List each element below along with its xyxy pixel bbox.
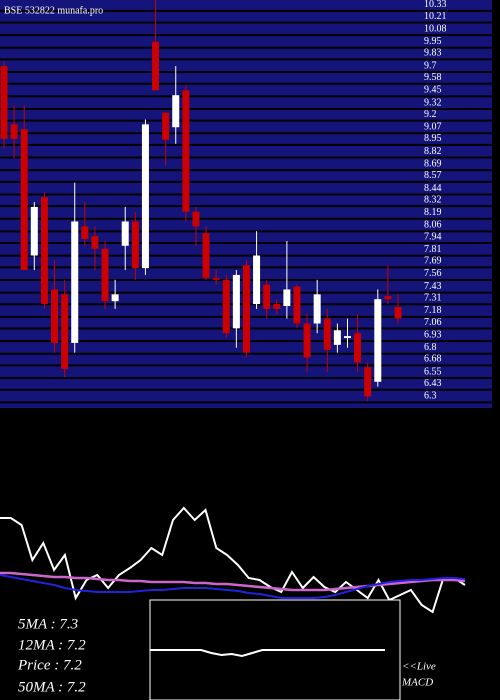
- legend-text: 5MA : 7.3: [18, 616, 78, 632]
- candle-body: [242, 265, 250, 353]
- y-tick-label: 6.55: [424, 366, 442, 377]
- candle-body: [263, 284, 271, 309]
- y-tick-label: 8.32: [424, 194, 442, 205]
- series-line: [0, 571, 466, 592]
- y-tick-label: 8.06: [424, 220, 442, 231]
- candles: [0, 0, 402, 402]
- y-tick-label: 10.21: [424, 11, 447, 22]
- candle-body: [141, 124, 149, 269]
- y-tick-label: 7.81: [424, 244, 442, 255]
- candle-body: [212, 277, 220, 280]
- y-tick-label: 9.58: [424, 72, 442, 83]
- y-tick-label: 8.82: [424, 146, 442, 157]
- candle-body: [394, 306, 402, 319]
- y-tick-label: 9.7: [424, 60, 437, 71]
- y-tick-label: 6.8: [424, 342, 437, 353]
- y-tick-label: 10.33: [424, 0, 447, 10]
- candle-body: [121, 221, 129, 246]
- candle-body: [374, 299, 382, 382]
- y-tick-label: 8.19: [424, 207, 442, 218]
- candle-body: [0, 66, 8, 139]
- candle-body: [273, 304, 281, 309]
- y-tick-label: 7.43: [424, 281, 442, 292]
- legend-text: 12MA : 7.2: [18, 637, 86, 653]
- series-line: [0, 574, 466, 599]
- y-tick-label: 9.95: [424, 36, 442, 47]
- y-tick-label: 9.2: [424, 109, 437, 120]
- candle-body: [182, 90, 190, 212]
- candle-body: [384, 296, 392, 300]
- candle-body: [202, 233, 210, 278]
- y-tick-label: 9.32: [424, 97, 442, 108]
- candle-body: [152, 41, 160, 91]
- candle-body: [20, 129, 28, 271]
- y-tick-label: 8.57: [424, 170, 442, 181]
- candle-body: [61, 294, 69, 370]
- candle-body: [91, 236, 99, 249]
- y-tick-label: 7.56: [424, 268, 442, 279]
- y-tick-label: 9.45: [424, 85, 442, 96]
- y-tick-label: 8.69: [424, 158, 442, 169]
- series-line: [0, 506, 466, 614]
- candle-body: [343, 336, 351, 339]
- candle-body: [333, 330, 341, 345]
- y-tick-label: 7.69: [424, 256, 442, 267]
- chart-title: BSE 532822 munafa.pro: [4, 5, 103, 16]
- candle-body: [232, 274, 240, 329]
- candle-body: [283, 289, 291, 306]
- y-tick-label: 8.44: [424, 183, 442, 194]
- candle-body: [51, 289, 59, 343]
- y-tick-label: 7.94: [424, 231, 442, 242]
- candle-body: [81, 226, 89, 239]
- candle-body: [364, 367, 372, 397]
- macd-title: MACD: [401, 677, 433, 689]
- y-tick-label: 6.3: [424, 391, 437, 402]
- candle-body: [40, 197, 48, 305]
- y-tick-label: 9.07: [424, 122, 442, 133]
- y-tick-label: 7.31: [424, 293, 442, 304]
- series-line: [150, 649, 385, 658]
- y-tick-label: 8.95: [424, 133, 442, 144]
- candle-body: [111, 294, 119, 302]
- candle-body: [253, 255, 261, 305]
- macd-panel: [150, 649, 385, 658]
- candle-body: [293, 286, 301, 324]
- legend-text: 50MA : 7.2: [18, 679, 86, 695]
- candle-body: [354, 333, 362, 363]
- candle-body: [323, 318, 331, 350]
- candle-body: [222, 279, 230, 334]
- y-tick-label: 6.43: [424, 378, 442, 389]
- y-tick-label: 7.06: [424, 317, 442, 328]
- candle-body: [10, 124, 18, 139]
- candle-body: [162, 112, 170, 140]
- candle-body: [131, 221, 139, 269]
- legend-text: Price : 7.2: [17, 657, 82, 673]
- candle-body: [192, 211, 200, 227]
- y-tick-label: 6.68: [424, 354, 442, 365]
- indicator-panel: [0, 506, 466, 614]
- grid-group: 10.3310.2110.089.959.839.79.589.459.329.…: [0, 0, 492, 408]
- y-tick-label: 9.83: [424, 48, 442, 59]
- candle-body: [303, 323, 311, 358]
- candle-body: [101, 248, 109, 302]
- candle-body: [172, 95, 180, 128]
- candle-body: [71, 221, 79, 343]
- y-tick-label: 10.08: [424, 23, 447, 34]
- y-tick-label: 7.18: [424, 305, 442, 316]
- y-tick-label: 6.93: [424, 329, 442, 340]
- candle-body: [30, 206, 38, 256]
- candle-body: [313, 294, 321, 324]
- annotation: <<Live: [402, 661, 436, 673]
